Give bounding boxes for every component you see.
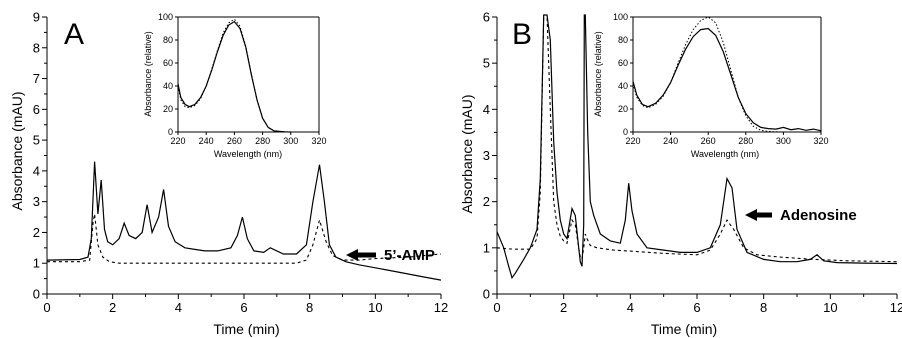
panel-a-y-tick-label: 1 — [33, 256, 40, 271]
panel-b-inset-x-axis-title: Wavelength (nm) — [691, 149, 759, 159]
panel-a-inset-x-tick-label: 240 — [199, 136, 214, 146]
panel-a-inset-x-axis-title: Wavelength (nm) — [214, 149, 282, 159]
panel-b-x-tick-label: 4 — [627, 300, 634, 315]
panel-a: A Time (min) Absorbance (mAU) 5’-AMP Wavelen… — [9, 10, 448, 338]
panel-a-letter: A — [64, 18, 84, 51]
panel-b: B Time (min) Absorbance (mAU) Adenosine Wave… — [459, 10, 902, 338]
panel-a-inset-series-solid-line — [177, 20, 291, 133]
panel-a-y-tick-label: 3 — [33, 194, 40, 209]
panel-b-y-axis-title: Absorbance (mAU) — [459, 94, 475, 213]
panel-b-x-axis-title: Time (min) — [651, 321, 717, 337]
panel-b-x-tick-label: 10 — [823, 300, 837, 315]
panel-b-inset-x-tick-label: 320 — [813, 136, 828, 146]
panel-a-x-tick-label: 4 — [175, 300, 182, 315]
panel-a-inset-x-tick-label: 300 — [283, 136, 298, 146]
panel-b-inset-y-tick-label: 100 — [613, 12, 628, 22]
panel-b-inset-y-tick-label: 80 — [618, 35, 628, 45]
panel-b-inset-x-tick-label: 240 — [663, 136, 678, 146]
panel-a-y-axis-title: Absorbance (mAU) — [9, 91, 25, 210]
panel-b-inset-background — [633, 17, 821, 132]
panel-a-y-tick-label: 6 — [33, 102, 40, 117]
panel-b-annotation-label: Adenosine — [780, 207, 857, 224]
panel-b-x-tick-label: 8 — [760, 300, 767, 315]
panel-b-x-tick-label: 12 — [890, 300, 902, 315]
panel-b-y-tick-label: 5 — [483, 56, 490, 71]
panel-a-x-axis-title: Time (min) — [213, 321, 279, 337]
panel-b-x-tick-label: 0 — [493, 300, 500, 315]
panel-b-inset-y-tick-label: 60 — [618, 58, 628, 68]
panel-b-inset-y-tick-label: 40 — [618, 81, 628, 91]
panel-b-inset-x-tick-label: 220 — [625, 136, 640, 146]
panel-a-series-solid-line — [46, 161, 442, 281]
panel-a-x-tick-label: 2 — [109, 300, 116, 315]
panel-a-y-tick-label: 8 — [33, 40, 40, 55]
panel-b-inset-y-tick-label: 0 — [623, 127, 628, 137]
panel-b-inset-y-axis-title: Absorbance (relative) — [593, 31, 603, 117]
panel-b-y-tick-label: 6 — [483, 10, 490, 25]
panel-b-x-tick-label: 6 — [693, 300, 700, 315]
panel-b-inset-x-tick-label: 280 — [738, 136, 753, 146]
panel-a-inset-y-tick-label: 40 — [163, 81, 173, 91]
panel-a-x-tick-label: 8 — [306, 300, 313, 315]
panel-a-inset-y-tick-label: 100 — [158, 12, 173, 22]
panel-a-inset-y-tick-label: 80 — [163, 35, 173, 45]
panel-b-inset-series-solid-line — [632, 27, 822, 132]
panel-b-annotation-arrow-head — [745, 209, 757, 221]
panel-a-y-tick-label: 9 — [33, 10, 40, 25]
panel-b-y-tick-label: 3 — [483, 148, 490, 163]
panel-a-y-tick-label: 2 — [33, 225, 40, 240]
panel-b-y-tick-label: 2 — [483, 194, 490, 209]
panel-a-annotation-arrow-head — [346, 249, 358, 261]
panel-a-x-tick-label: 0 — [43, 300, 50, 315]
panel-a-series-dashed-line — [47, 213, 442, 264]
panel-b-inset-series-dotted-line — [632, 16, 821, 133]
panel-a-inset-y-tick-label: 20 — [163, 104, 173, 114]
panel-a-x-tick-label: 6 — [240, 300, 247, 315]
panel-b-y-tick-label: 1 — [483, 240, 490, 255]
panel-b-inset-x-tick-label: 300 — [776, 136, 791, 146]
panel-b-letter: B — [512, 18, 532, 51]
panel-a-inset-y-axis-title: Absorbance (relative) — [143, 31, 153, 117]
panel-a-y-tick-label: 4 — [33, 163, 40, 178]
panel-a-inset-x-tick-label: 280 — [255, 136, 270, 146]
panel-a-y-tick-label: 0 — [33, 287, 40, 302]
panel-a-inset-x-tick-label: 220 — [170, 136, 185, 146]
panel-b-y-tick-label: 4 — [483, 102, 490, 117]
panel-a-y-tick-label: 7 — [33, 71, 40, 86]
panel-a-y-tick-label: 5 — [33, 133, 40, 148]
panel-a-inset-x-tick-label: 260 — [227, 136, 242, 146]
panel-a-inset-x-tick-label: 320 — [311, 136, 326, 146]
panel-b-series-dashed-line — [496, 14, 898, 263]
panel-a-inset-y-tick-label: 0 — [168, 127, 173, 137]
panel-a-x-tick-label: 12 — [434, 300, 448, 315]
panel-b-y-tick-label: 0 — [483, 287, 490, 302]
panel-b-inset-y-tick-label: 20 — [618, 104, 628, 114]
panel-b-x-tick-label: 2 — [560, 300, 567, 315]
panel-a-x-tick-label: 10 — [368, 300, 382, 315]
panel-a-inset-y-tick-label: 60 — [163, 58, 173, 68]
panel-a-inset-background — [178, 17, 319, 132]
panel-b-inset-x-tick-label: 260 — [701, 136, 716, 146]
panel-a-annotation-label: 5’-AMP — [384, 247, 435, 264]
